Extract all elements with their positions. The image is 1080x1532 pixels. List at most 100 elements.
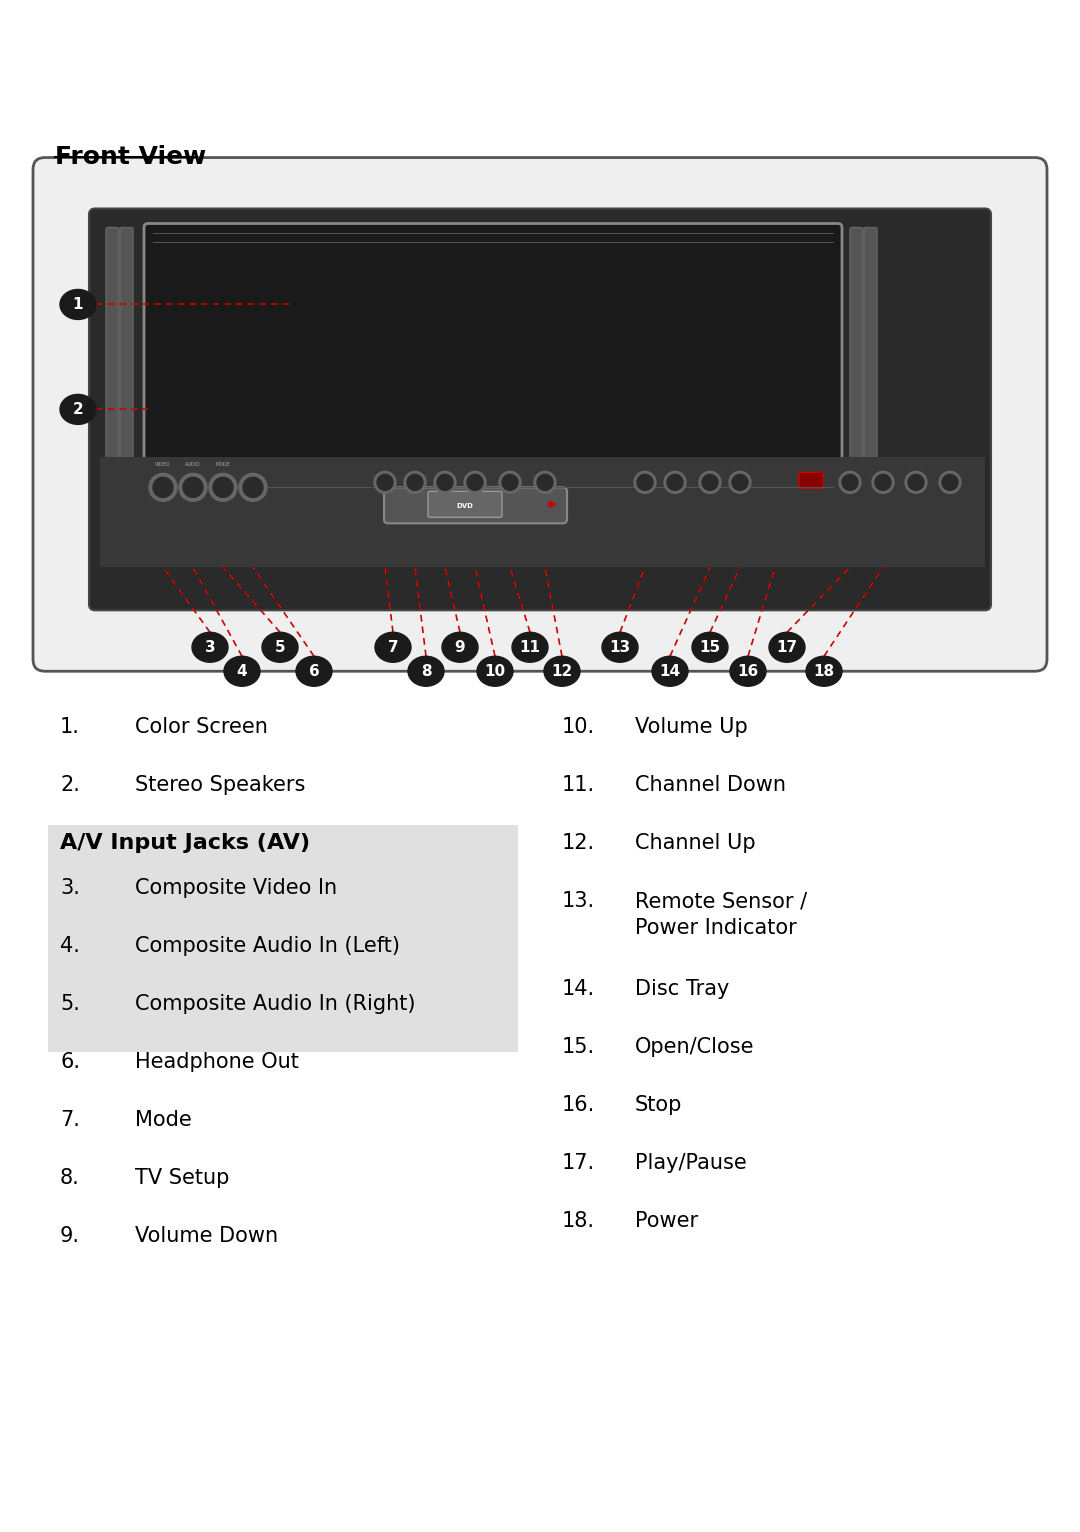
Text: 1.: 1.	[60, 717, 80, 737]
Ellipse shape	[652, 656, 688, 686]
Text: Page 16: Page 16	[43, 1494, 122, 1512]
Text: Composite Audio In (Right): Composite Audio In (Right)	[135, 994, 416, 1014]
Text: 10: 10	[485, 663, 505, 679]
Circle shape	[377, 475, 393, 490]
Text: 10.: 10.	[562, 717, 595, 737]
Circle shape	[374, 472, 396, 493]
Circle shape	[702, 475, 718, 490]
Circle shape	[699, 472, 721, 493]
Ellipse shape	[769, 633, 805, 662]
Text: MODE: MODE	[216, 463, 230, 467]
Text: 13.: 13.	[562, 892, 595, 912]
Text: Mode: Mode	[135, 1111, 192, 1131]
Ellipse shape	[60, 394, 96, 424]
Circle shape	[149, 473, 177, 501]
Text: 17: 17	[777, 640, 797, 654]
Text: DVD: DVD	[457, 504, 473, 509]
Text: Disc Tray: Disc Tray	[635, 979, 729, 999]
Text: 8: 8	[421, 663, 431, 679]
FancyBboxPatch shape	[120, 228, 133, 481]
FancyBboxPatch shape	[428, 492, 502, 518]
Text: Stereo Speakers: Stereo Speakers	[135, 775, 306, 795]
Text: 3.: 3.	[60, 878, 80, 898]
Text: 8.: 8.	[60, 1167, 80, 1187]
Circle shape	[908, 475, 924, 490]
Text: 17.: 17.	[562, 1154, 595, 1174]
FancyBboxPatch shape	[864, 228, 877, 481]
Bar	[100, 458, 985, 567]
Text: Composite Audio In (Left): Composite Audio In (Left)	[135, 936, 400, 956]
Text: TV Setup: TV Setup	[135, 1167, 229, 1187]
Text: 7.: 7.	[60, 1111, 80, 1131]
Text: 13: 13	[609, 640, 631, 654]
Circle shape	[732, 475, 748, 490]
Text: 12: 12	[552, 663, 572, 679]
Circle shape	[634, 472, 656, 493]
Circle shape	[502, 475, 518, 490]
Ellipse shape	[512, 633, 548, 662]
Circle shape	[407, 475, 423, 490]
FancyBboxPatch shape	[144, 224, 842, 496]
Circle shape	[179, 473, 207, 501]
Circle shape	[183, 478, 203, 498]
Circle shape	[534, 472, 556, 493]
Circle shape	[464, 472, 486, 493]
Circle shape	[243, 478, 264, 498]
Circle shape	[839, 472, 861, 493]
Ellipse shape	[60, 290, 96, 320]
Text: Composite Video In: Composite Video In	[135, 878, 337, 898]
Text: Stop: Stop	[635, 1095, 683, 1115]
Text: 16: 16	[738, 663, 758, 679]
Text: 2.: 2.	[60, 775, 80, 795]
Circle shape	[537, 475, 553, 490]
Text: A/V Input Jacks (AV): A/V Input Jacks (AV)	[60, 833, 310, 853]
Text: 14.: 14.	[562, 979, 595, 999]
Circle shape	[499, 472, 521, 493]
Text: Volume Up: Volume Up	[635, 717, 747, 737]
Ellipse shape	[192, 633, 228, 662]
Circle shape	[404, 472, 426, 493]
Circle shape	[664, 472, 686, 493]
Text: 5: 5	[274, 640, 285, 654]
Circle shape	[942, 475, 958, 490]
Text: 9.: 9.	[60, 1226, 80, 1246]
FancyBboxPatch shape	[799, 472, 823, 489]
Text: Color Screen: Color Screen	[135, 717, 268, 737]
Circle shape	[434, 472, 456, 493]
Text: 4.: 4.	[60, 936, 80, 956]
Ellipse shape	[296, 656, 332, 686]
Text: Remote Sensor /
Power Indicator: Remote Sensor / Power Indicator	[635, 892, 807, 938]
Ellipse shape	[730, 656, 766, 686]
Text: 15.: 15.	[562, 1037, 595, 1057]
Text: VIDEO: VIDEO	[156, 463, 171, 467]
Bar	[48, 826, 518, 1052]
Text: 11.: 11.	[562, 775, 595, 795]
Text: Headphone Out: Headphone Out	[135, 1052, 299, 1072]
Ellipse shape	[692, 633, 728, 662]
Circle shape	[842, 475, 858, 490]
Text: Volume Down: Volume Down	[135, 1226, 279, 1246]
Circle shape	[153, 478, 173, 498]
Text: Power: Power	[635, 1210, 698, 1230]
Circle shape	[939, 472, 961, 493]
Text: Channel Up: Channel Up	[635, 833, 756, 853]
Text: Coby Electronics Corporation: Coby Electronics Corporation	[754, 1494, 1037, 1512]
FancyBboxPatch shape	[850, 228, 863, 481]
Text: AUDIO: AUDIO	[185, 463, 201, 467]
Ellipse shape	[375, 633, 411, 662]
Circle shape	[213, 478, 233, 498]
Circle shape	[667, 475, 683, 490]
Text: 14: 14	[660, 663, 680, 679]
Text: 16.: 16.	[562, 1095, 595, 1115]
Text: 6: 6	[309, 663, 320, 679]
Text: 1: 1	[72, 297, 83, 313]
Circle shape	[729, 472, 751, 493]
Ellipse shape	[602, 633, 638, 662]
Text: 4: 4	[237, 663, 247, 679]
Text: Channel Down: Channel Down	[635, 775, 786, 795]
Text: 2: 2	[72, 401, 83, 417]
Circle shape	[437, 475, 453, 490]
FancyBboxPatch shape	[33, 158, 1047, 671]
Text: Location of Controls: Location of Controls	[320, 31, 760, 69]
Circle shape	[467, 475, 483, 490]
